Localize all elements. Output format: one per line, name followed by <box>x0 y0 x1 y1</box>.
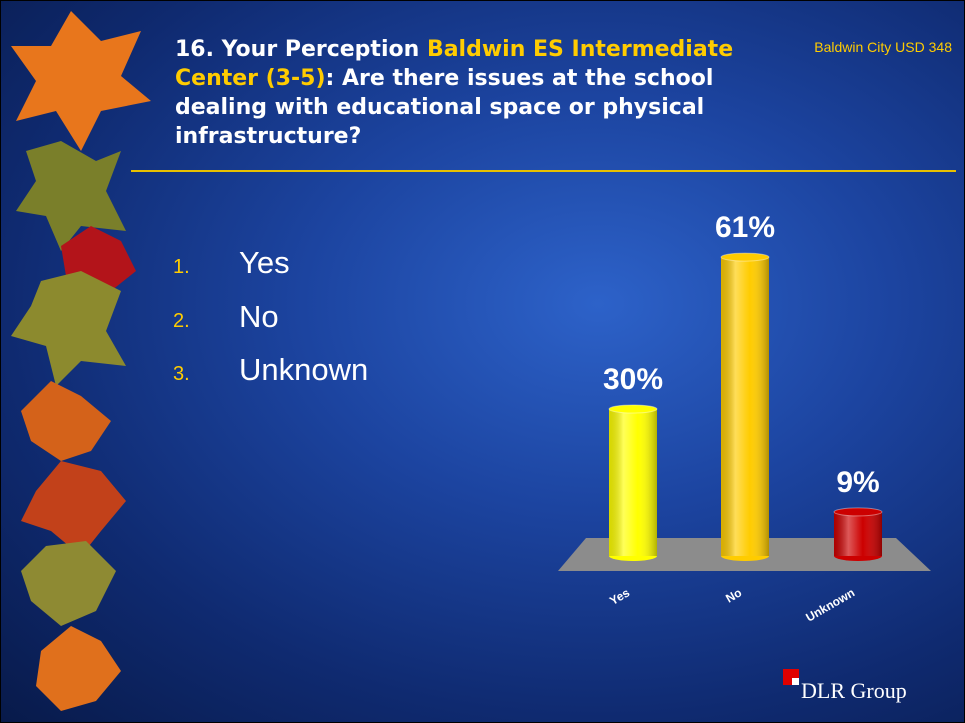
bar-top <box>720 252 770 262</box>
value-label: 30% <box>603 363 663 396</box>
leaves <box>11 11 151 711</box>
bar-top <box>833 507 883 517</box>
value-label: 61% <box>715 211 775 244</box>
bar-shine <box>609 409 657 556</box>
organization: Baldwin City USD 348 <box>814 39 952 55</box>
bar-shine <box>721 257 769 556</box>
title-text: 16. Your Perception <box>175 37 427 62</box>
option-label: No <box>239 299 279 334</box>
title-text: : Are there issues at the school dealing… <box>175 66 714 149</box>
title-highlight: Baldwin ES Intermediate Center (3-5) <box>175 37 734 91</box>
option: 3. Unknown <box>173 352 368 388</box>
option-label: Yes <box>239 245 290 280</box>
bar-top <box>608 404 658 414</box>
option-number: 3. <box>173 363 190 385</box>
logo-text: DLR Group <box>801 678 907 703</box>
category-label: No <box>723 585 744 605</box>
logo-mark-corner <box>792 678 799 685</box>
option: 2. No <box>173 299 279 335</box>
slide-title: 16. Your Perception Baldwin ES Intermedi… <box>175 35 775 151</box>
option-label: Unknown <box>239 352 369 387</box>
value-label: 9% <box>836 466 879 499</box>
bar-shine <box>834 511 882 556</box>
category-label: Unknown <box>803 585 857 624</box>
option-number: 1. <box>173 256 190 278</box>
option: 1. Yes <box>173 245 290 281</box>
option-number: 2. <box>173 310 190 332</box>
category-label: Yes <box>607 585 632 608</box>
